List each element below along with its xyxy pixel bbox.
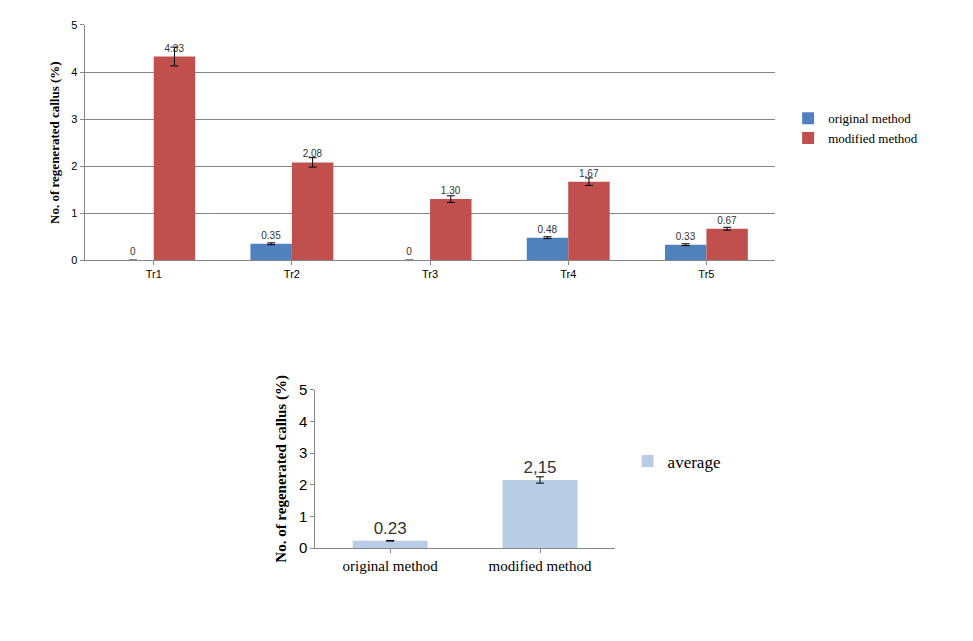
svg-text:3: 3	[71, 113, 77, 125]
svg-text:5: 5	[299, 381, 307, 398]
svg-text:No. of regenerated callus (%): No. of regenerated callus (%)	[47, 61, 62, 224]
svg-text:2: 2	[299, 476, 307, 493]
svg-text:No. of regenerated callus (%): No. of regenerated callus (%)	[273, 375, 290, 563]
svg-text:1: 1	[71, 207, 77, 219]
svg-text:3: 3	[299, 444, 307, 461]
svg-text:0: 0	[406, 246, 412, 257]
svg-text:1: 1	[299, 508, 307, 525]
svg-text:0.67: 0.67	[717, 215, 737, 226]
svg-text:4.33: 4.33	[165, 43, 185, 54]
svg-text:0: 0	[299, 539, 307, 556]
svg-text:0.23: 0.23	[374, 519, 407, 538]
svg-text:Tr4: Tr4	[560, 268, 576, 280]
svg-text:0.33: 0.33	[676, 231, 696, 242]
svg-text:0: 0	[71, 254, 77, 266]
svg-text:Tr5: Tr5	[698, 268, 714, 280]
svg-text:2.08: 2.08	[303, 148, 323, 159]
svg-text:4: 4	[299, 413, 307, 430]
svg-text:Tr1: Tr1	[146, 268, 162, 280]
svg-text:1.30: 1.30	[441, 185, 461, 196]
svg-text:0.35: 0.35	[261, 230, 281, 241]
svg-text:average: average	[668, 453, 721, 472]
svg-text:modified method: modified method	[489, 558, 592, 574]
svg-text:5: 5	[71, 19, 77, 31]
svg-text:original method: original method	[342, 558, 438, 574]
svg-text:2,15: 2,15	[523, 458, 556, 477]
svg-text:2: 2	[71, 160, 77, 172]
svg-text:1.67: 1.67	[579, 168, 599, 179]
svg-text:4: 4	[71, 66, 77, 78]
svg-text:Tr2: Tr2	[284, 268, 300, 280]
svg-text:0: 0	[130, 246, 136, 257]
svg-text:Tr3: Tr3	[422, 268, 438, 280]
svg-text:original method: original method	[828, 111, 911, 126]
svg-text:0.48: 0.48	[538, 224, 558, 235]
svg-text:modified method: modified method	[828, 131, 918, 146]
